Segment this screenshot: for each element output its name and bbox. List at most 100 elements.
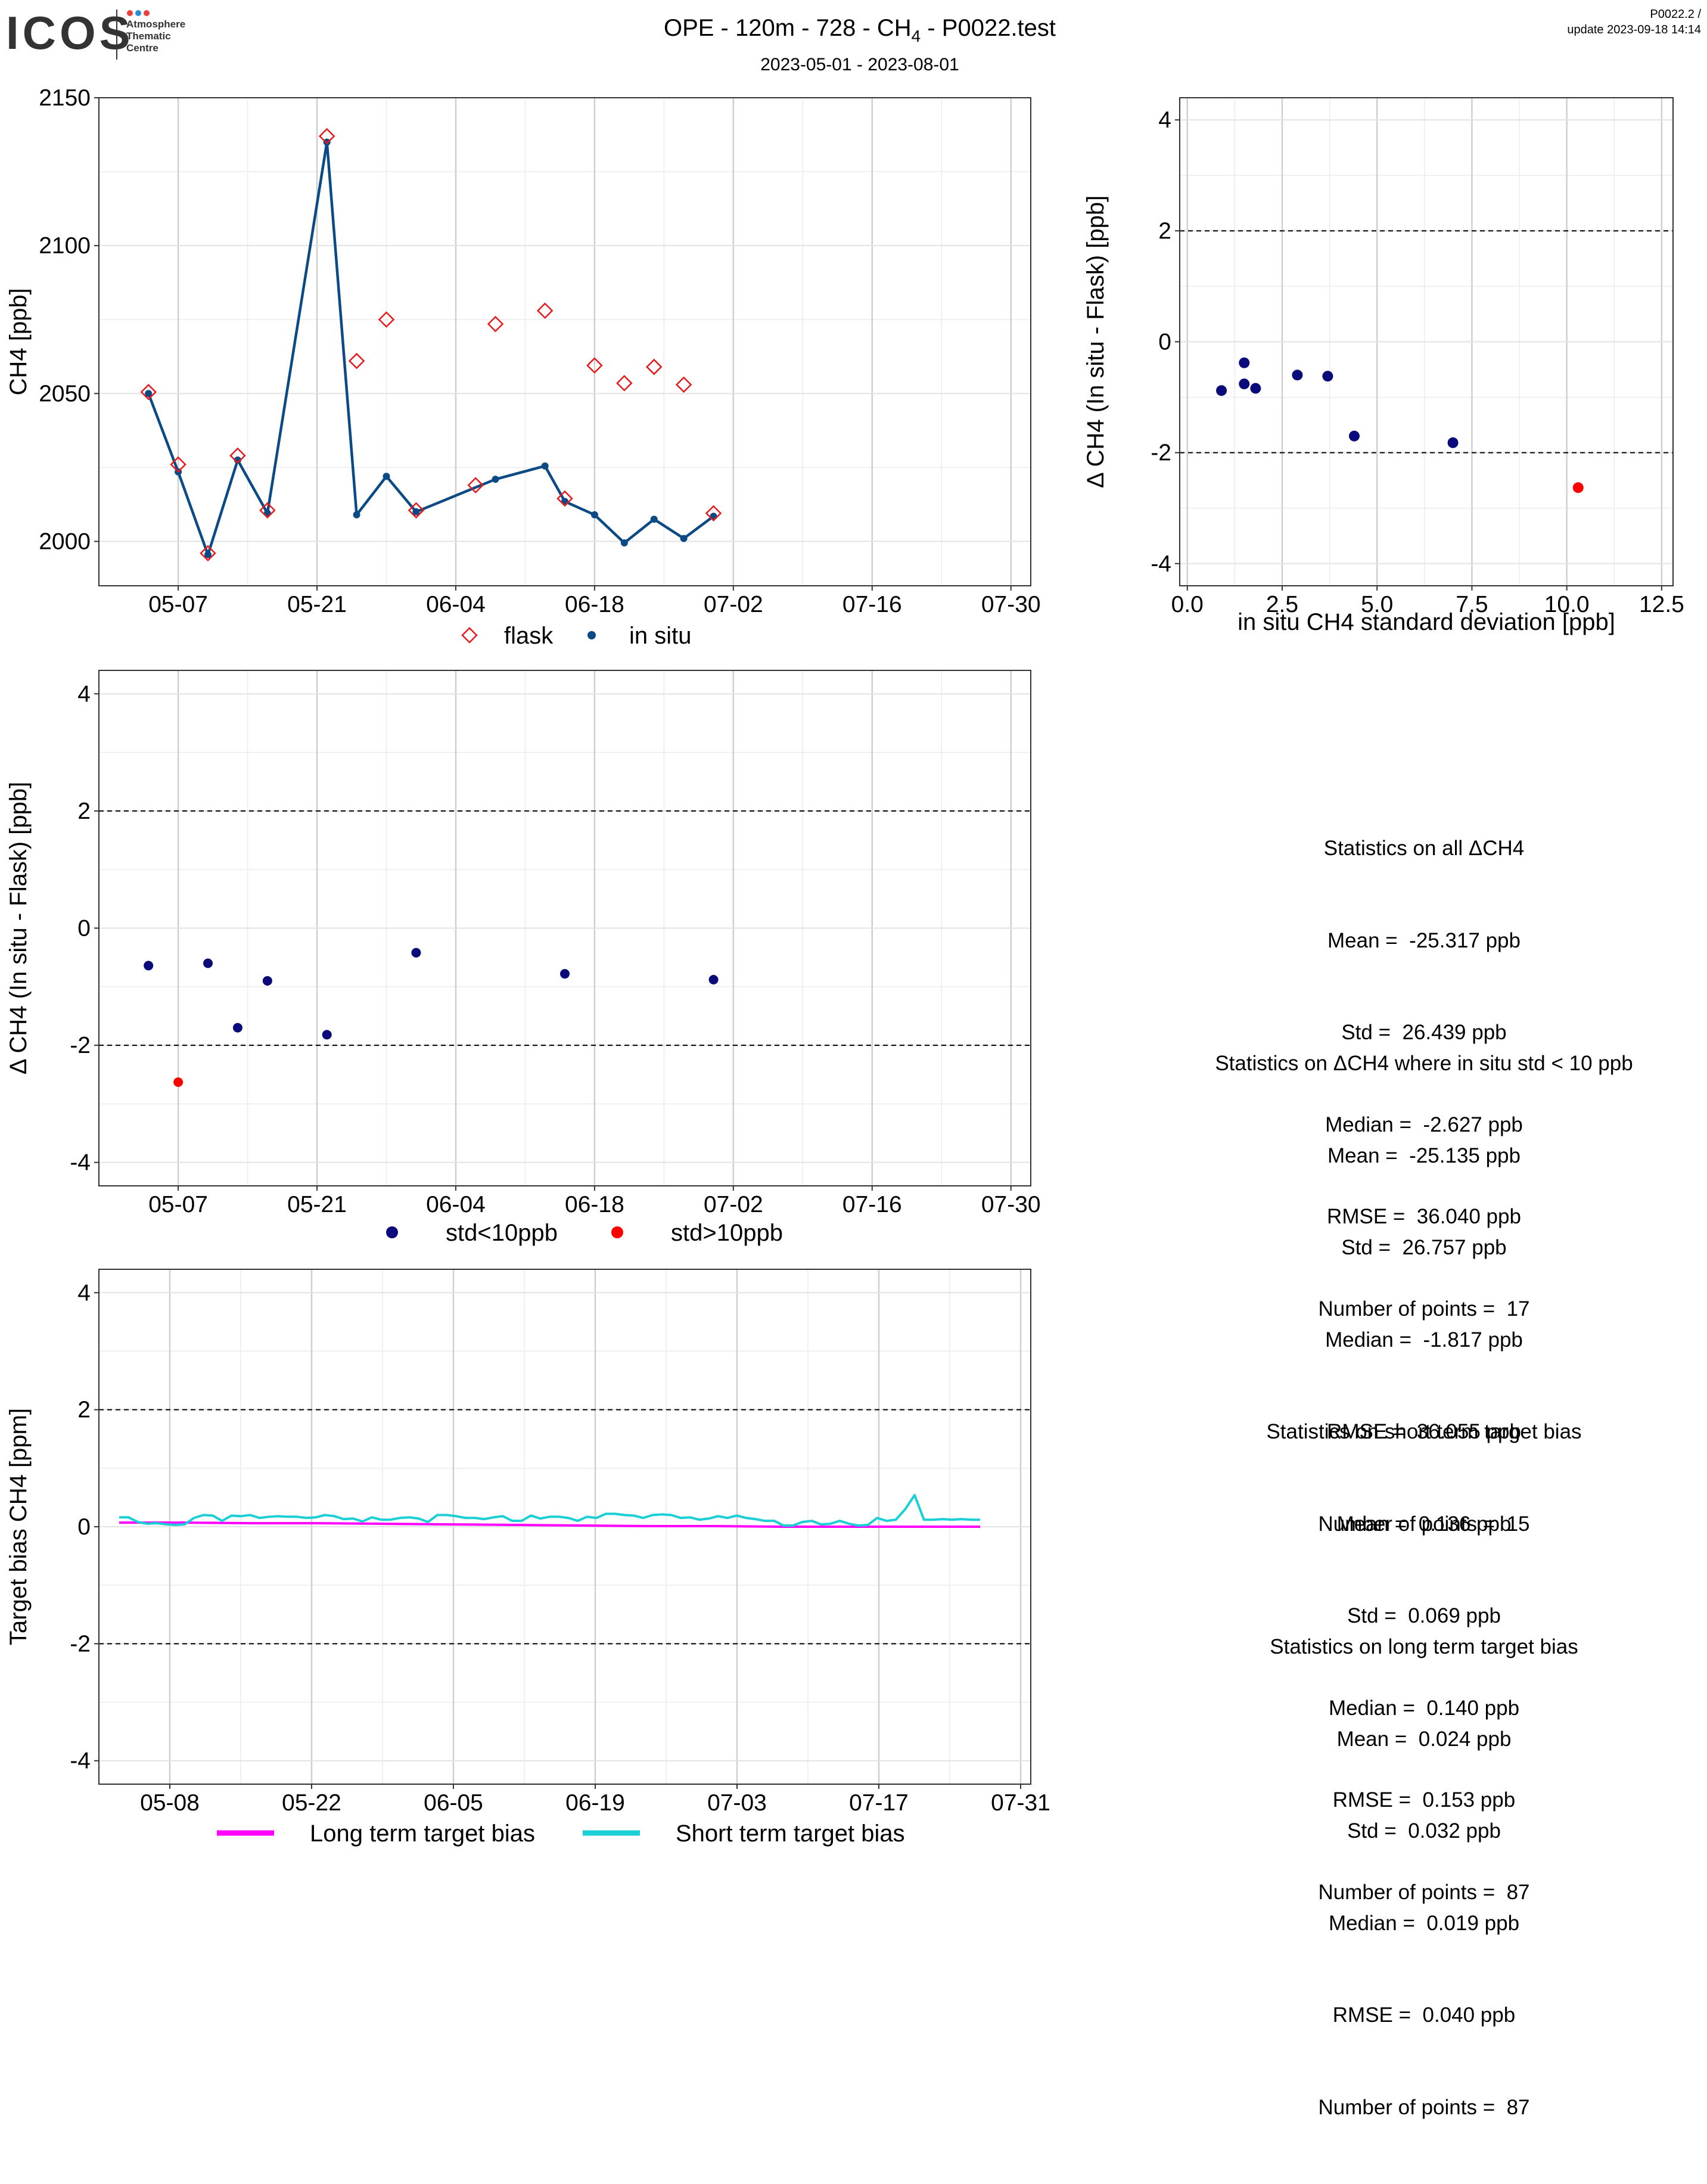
in-situ-point — [323, 138, 331, 146]
stats-line: Std = 0.069 ppb — [1347, 1604, 1501, 1627]
y-tick-label: 2100 — [39, 233, 91, 259]
legend-std-high-label: std>10ppb — [671, 1220, 783, 1246]
flask-point — [645, 358, 663, 375]
in-situ-point — [383, 473, 390, 480]
logo-dots — [127, 10, 150, 16]
stats-line: Mean = -25.317 ppb — [1327, 928, 1521, 952]
flask-point — [348, 352, 365, 369]
std-low-point — [1447, 437, 1459, 448]
std-low-point — [1250, 383, 1261, 394]
stats-line: RMSE = 36.040 ppb — [1327, 1205, 1521, 1228]
short-term-bias-line — [119, 1493, 980, 1527]
page-title: OPE - 120m - 728 - CH4 - P0022.test — [664, 15, 1056, 45]
in-situ-point — [145, 390, 153, 397]
x-tick-label: 10.0 — [1544, 592, 1590, 617]
x-tick-label: 0.0 — [1171, 592, 1204, 617]
flask-point — [556, 490, 573, 507]
y-axis-label: CH4 [ppb] — [5, 288, 32, 395]
std-low-point — [1239, 378, 1250, 390]
std-low-point — [411, 947, 421, 958]
x-tick-label: 07-16 — [842, 1192, 902, 1217]
flask-point — [378, 311, 395, 328]
std-low-point — [1216, 385, 1227, 396]
in-situ-point — [541, 462, 549, 470]
x-tick-label: 05-22 — [282, 1790, 341, 1816]
x-tick-label: 07-16 — [842, 592, 902, 617]
y-tick-label: 0 — [77, 916, 91, 942]
plot-frame — [98, 97, 1031, 586]
y-tick-label: 2 — [1158, 218, 1171, 244]
stats-line: RMSE = 36.055 ppb — [1327, 1420, 1521, 1443]
stats-line: Std = 26.757 ppb — [1341, 1236, 1507, 1259]
x-tick-label: 07-17 — [849, 1790, 909, 1816]
in-situ-point — [590, 511, 598, 518]
stats-line: Number of points = 15 — [1318, 1512, 1530, 1536]
x-tick-label: 05-21 — [287, 592, 347, 617]
legend-in-situ-marker — [587, 631, 596, 639]
std-low-point — [708, 975, 719, 984]
y-tick-label: 4 — [77, 681, 91, 707]
ch4-timeseries-plot: 05-07 05-21 06-04 06-18 07-02 07-16 07-30 2000 2… — [5, 85, 1041, 649]
stats-line: Statistics on ΔCH4 where in situ std < 1… — [1215, 1052, 1633, 1075]
y-tick-label: 4 — [77, 1280, 91, 1306]
stats-line: Std = 26.439 ppb — [1341, 1021, 1507, 1044]
stats-line: Median = -2.627 ppb — [1325, 1113, 1523, 1136]
legend-long-term-label: Long term target bias — [310, 1820, 535, 1847]
x-tick-label: 07-31 — [991, 1790, 1050, 1816]
flask-point — [675, 376, 692, 393]
delta-vs-std-plot: 0.0 2.5 5.0 7.5 10.0 12.5 -4 -2 0 2 4 Δ CH4 (In sit… — [1083, 97, 1684, 635]
x-tick-label: 2.5 — [1266, 592, 1298, 617]
in-situ-point — [353, 511, 360, 518]
x-tick-label: 7.5 — [1456, 592, 1488, 617]
date-range: 2023-05-01 - 2023-08-01 — [760, 55, 959, 74]
legend-flask-label: flask — [504, 623, 554, 649]
in-situ-point — [620, 539, 628, 547]
y-tick-label: 2000 — [39, 529, 91, 555]
flask-point — [200, 545, 216, 562]
flask-point — [705, 505, 722, 522]
logo-text: ICOS — [6, 7, 134, 59]
y-axis-label: Δ CH4 (In situ - Flask) [ppb] — [5, 782, 32, 1074]
std-low-point — [232, 1023, 242, 1033]
std-low-point — [1292, 369, 1303, 381]
logo-sub-1: Atmosphere — [126, 18, 185, 30]
y-axis-label: Target bias CH4 [ppm] — [5, 1408, 32, 1645]
stats-line: Median = 0.019 ppb — [1328, 1911, 1520, 1935]
legend-std-high-marker — [611, 1226, 623, 1238]
std-high-point — [1572, 482, 1584, 493]
std-low-point — [1322, 371, 1333, 382]
update-label: update 2023-09-18 14:14 — [1567, 23, 1701, 36]
std-low-point — [1348, 430, 1360, 442]
std-low-point — [1239, 357, 1250, 368]
report-page: ICOS Atmosphere Thematic Centre OPE - 12… — [5, 7, 1701, 2119]
stats-line: Statistics on short term target bias — [1266, 1420, 1582, 1443]
stats-delta-all: Statistics on all ΔCH4 Mean = -25.317 pp… — [1162, 772, 1686, 1385]
stats-line: Number of points = 17 — [1318, 1297, 1530, 1321]
y-tick-label: -2 — [1151, 440, 1171, 466]
flask-point — [467, 477, 484, 494]
y-tick-label: 0 — [1158, 330, 1171, 355]
legend-flask-marker — [461, 627, 478, 644]
flask-point — [616, 375, 633, 392]
stats-line: Mean = 0.136 ppb — [1336, 1512, 1512, 1536]
in-situ-point — [204, 551, 212, 558]
flask-point — [487, 315, 504, 333]
long-term-bias-line — [119, 1521, 980, 1528]
in-situ-point — [650, 515, 658, 523]
y-tick-label: -4 — [70, 1150, 91, 1176]
y-tick-label: 0 — [77, 1514, 91, 1540]
stats-line: RMSE = 0.040 ppb — [1332, 2003, 1516, 2027]
logo-sub-3: Centre — [126, 42, 158, 54]
flask-point — [318, 128, 335, 145]
x-tick-label: 5.0 — [1361, 592, 1393, 617]
flask-point — [586, 357, 603, 374]
y-axis-label: Δ CH4 (In situ - Flask) [ppb] — [1083, 195, 1109, 488]
flask-point — [259, 502, 276, 519]
stats-line: Statistics on all ΔCH4 — [1323, 837, 1525, 860]
x-tick-label: 06-18 — [565, 592, 624, 617]
y-tick-label: 2150 — [39, 85, 91, 111]
y-tick-label: 2 — [77, 799, 91, 824]
flask-point — [140, 384, 157, 400]
stats-line: Median = 0.140 ppb — [1328, 1696, 1520, 1720]
stats-bias-long: Statistics on long term target bias Mean… — [1162, 1570, 1686, 2184]
